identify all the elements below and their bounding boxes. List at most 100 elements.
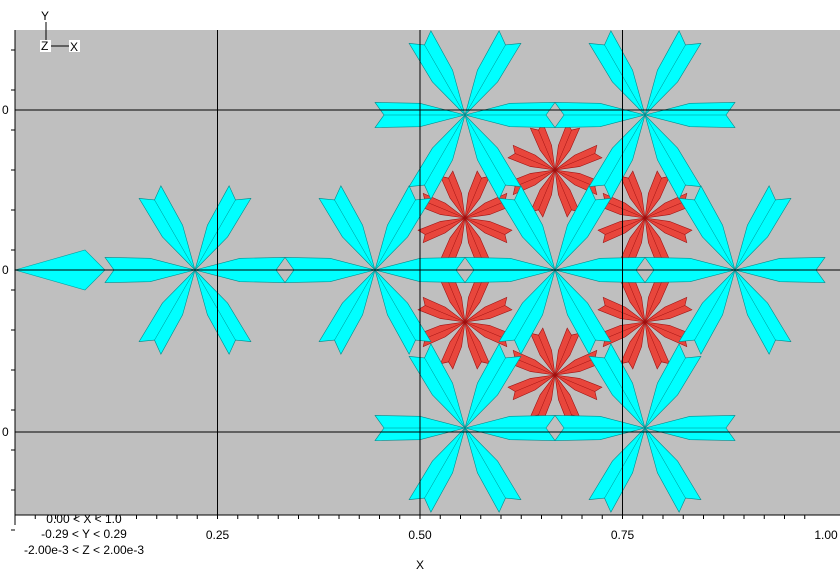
mesh-edge [154,269,196,341]
mesh-edge [554,374,596,392]
mesh-edge [464,281,482,323]
mesh-edge [644,177,662,219]
y-tick-label: 0 [2,263,9,277]
minor-ticks [11,49,806,531]
triad-label: Z [41,39,48,53]
mesh-edge [194,199,236,271]
mesh-edge [644,281,662,323]
mesh-edge [644,217,662,259]
triad-box [69,40,80,52]
mesh-edge [464,217,506,235]
mesh [13,30,826,513]
mesh-edge [464,201,506,219]
mesh-edge [554,169,596,187]
mesh-edge [424,217,466,235]
mesh-edge [424,357,466,429]
x-tick-label: 0.50 [408,528,432,542]
mesh-edge [554,334,572,376]
mesh-edge [464,321,506,339]
mesh-edge [628,217,646,259]
mesh-edge [734,269,776,341]
mesh-edge [464,357,506,429]
mesh-edge [194,269,236,341]
mesh-edge [538,374,556,416]
mesh-edge [644,427,686,499]
mesh-edge [604,305,646,323]
mesh-edge [464,321,482,363]
mesh-edge [154,199,196,271]
mesh-edge [554,153,596,171]
range-text: -0.29 < Y < 0.29 [41,527,127,541]
y-tick-label: 0 [2,103,9,117]
mesh-edge [538,129,556,171]
mesh-edge [554,374,572,416]
mesh-edge [604,114,646,186]
mesh-edge [514,153,556,171]
x-tick-label: 1.00 [814,528,838,542]
mesh-edge [464,305,506,323]
mesh-edge [464,427,506,499]
mesh-edge [424,44,466,116]
mesh-edge [694,199,736,271]
mesh-edge [644,114,686,186]
mesh-edge [694,269,736,341]
mesh-edge [464,44,506,116]
mesh-edge [604,201,646,219]
mesh-edge [464,217,482,259]
mesh-edge [424,427,466,499]
mesh-edge [538,169,556,211]
mesh-edge [644,44,686,116]
mesh-edge [604,321,646,339]
mesh-edge [448,321,466,363]
mesh-edge [644,321,686,339]
mesh-edge [644,305,686,323]
mesh-edge [424,201,466,219]
mesh-edge [374,199,416,271]
mesh-edge [374,269,416,341]
range-text: -2.00e-3 < Z < 2.00e-3 [24,543,144,557]
mesh-edge [514,374,556,392]
mesh-edge [424,305,466,323]
triad-box [40,40,51,52]
mesh-edge [334,199,376,271]
mesh-edge [644,217,686,235]
mesh-edge [644,321,662,363]
mesh-edge [628,321,646,363]
mesh-edge [514,269,556,341]
mesh-edge [448,177,466,219]
mesh-edge [644,201,686,219]
mesh-edge [448,281,466,323]
mesh-edge [604,357,646,429]
axis-triad: Y Z X [40,9,80,54]
mesh-edge [538,334,556,376]
x-tick-label: 0.75 [611,528,635,542]
y-tick-label: 0 [2,425,9,439]
mesh-edge [604,217,646,235]
mesh-edge [604,427,646,499]
x-tick-label: 0.25 [206,528,230,542]
mesh-edge [554,358,596,376]
range-text: 0.00 < X < 1.0 [46,512,122,526]
mesh-edge [464,114,506,186]
mesh-edge [464,177,482,219]
mesh-edge [424,114,466,186]
mesh-edge [554,199,596,271]
mesh-edge [628,281,646,323]
triad-label: Y [41,9,49,23]
grid [14,30,840,525]
mesh-edge [514,199,556,271]
mesh-edge [514,358,556,376]
mesh-edge [604,44,646,116]
mesh-edge [554,169,572,211]
mesh-edge [554,129,572,171]
mesh-edge [644,357,686,429]
mesh-edge [734,199,776,271]
mesh-edge [514,169,556,187]
mesh-edge [424,321,466,339]
mesh-edge [554,269,596,341]
triad-label: X [70,40,78,54]
mesh-edge [628,177,646,219]
x-axis-label: X [416,558,424,571]
mesh-edge [334,269,376,341]
